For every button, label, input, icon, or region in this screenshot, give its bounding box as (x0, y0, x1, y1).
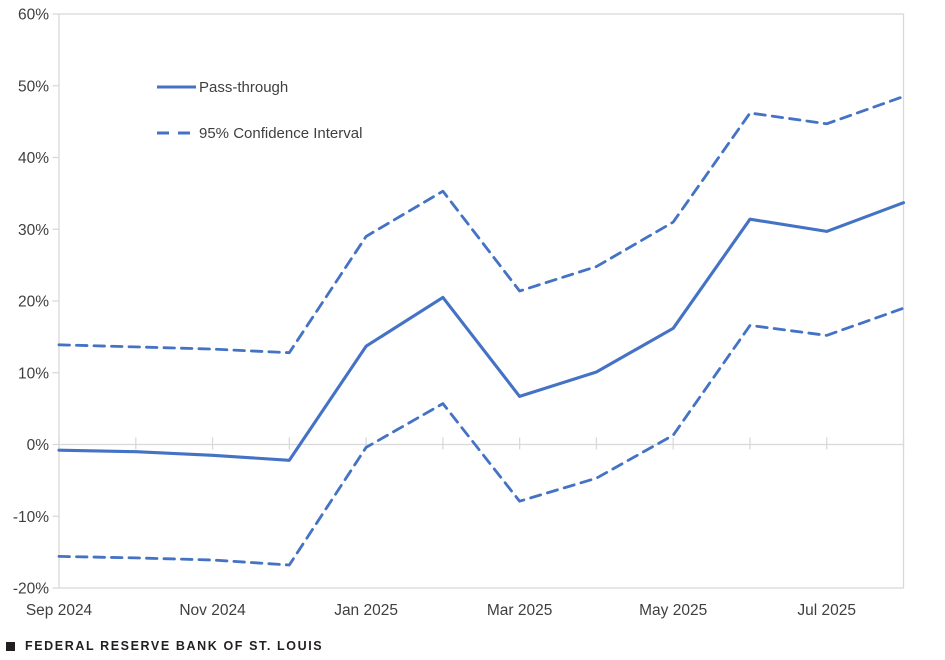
legend-label: 95% Confidence Interval (199, 124, 363, 142)
x-axis (58, 437, 905, 450)
svg-text:30%: 30% (18, 222, 49, 239)
chart-area: 60% 50% 40% 30% 20% 10% 0% -10% -20% Sep 2024 Nov… (13, 7, 906, 619)
svg-text:0%: 0% (27, 437, 50, 454)
svg-text:50%: 50% (18, 78, 49, 95)
legend-entry-confidence-interval: 95% Confidence Interval (157, 122, 362, 144)
legend-entry-pass-through: Pass-through (157, 76, 362, 98)
svg-text:May 2025: May 2025 (639, 602, 707, 619)
svg-text:Jan 2025: Jan 2025 (334, 602, 398, 619)
pass-through-line-chart: 60% 50% 40% 30% 20% 10% 0% -10% -20% Sep 2024 Nov… (13, 7, 906, 619)
x-axis-tick-labels: Sep 2024 Nov 2024 Jan 2025 Mar 2025 May 2025… (26, 602, 856, 619)
source-text: FEDERAL RESERVE BANK OF ST. LOUIS (25, 639, 324, 653)
pass-through-line (57, 201, 906, 462)
ci-lower-line (57, 306, 905, 567)
svg-text:-20%: -20% (13, 581, 49, 598)
svg-text:Nov 2024: Nov 2024 (179, 602, 246, 619)
ci-upper-line (57, 95, 905, 355)
y-axis-tick-labels: 60% 50% 40% 30% 20% 10% 0% -10% -20% (13, 7, 49, 598)
dashed-line-sample-icon (157, 131, 196, 135)
solid-line-sample-icon (157, 85, 196, 89)
chart-legend: Pass-through 95% Confidence Interval (157, 76, 362, 168)
source-attribution: FEDERAL RESERVE BANK OF ST. LOUIS (6, 639, 323, 653)
svg-text:-10%: -10% (13, 509, 49, 526)
y-axis (52, 13, 59, 589)
svg-text:40%: 40% (18, 150, 49, 167)
svg-text:20%: 20% (18, 294, 49, 311)
svg-text:60%: 60% (18, 7, 49, 24)
svg-text:Sep 2024: Sep 2024 (26, 602, 93, 619)
legend-label: Pass-through (199, 78, 289, 96)
svg-text:10%: 10% (18, 365, 49, 382)
square-bullet-icon (6, 641, 15, 651)
svg-text:Mar 2025: Mar 2025 (487, 602, 552, 619)
svg-text:Jul 2025: Jul 2025 (797, 602, 856, 619)
